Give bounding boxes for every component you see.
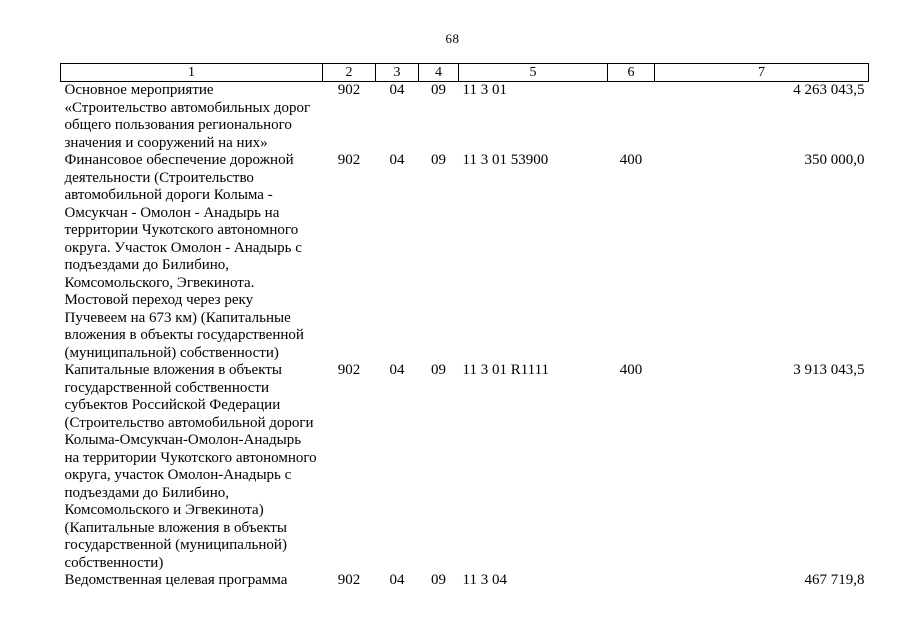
row-amount-cell: 467 719,8 xyxy=(804,572,865,588)
budget-table: 1 2 3 4 5 6 7 Основное мероприятие «Стро… xyxy=(60,63,869,590)
row-expense-type-cell: 400 xyxy=(619,362,643,378)
row-target-article-cell: 11 3 04 xyxy=(462,572,507,588)
header-cell-7: 7 xyxy=(654,63,869,82)
header-cell-3: 3 xyxy=(375,63,419,82)
table-header-row: 1 2 3 4 5 6 7 xyxy=(60,63,869,82)
row-amount-cell: 3 913 043,5 xyxy=(793,362,865,378)
row-expense-type-cell: 400 xyxy=(619,152,643,168)
row-section-cell: 04 xyxy=(389,572,405,588)
row-expense-type-cell xyxy=(608,82,655,153)
table-row: Финансовое обеспечение дорожной деятельн… xyxy=(61,152,869,362)
row-grbs-cell: 902 xyxy=(337,82,361,98)
row-subsection-cell: 09 xyxy=(431,572,446,588)
header-cell-5: 5 xyxy=(458,63,608,82)
row-name-cell: Ведомственная целевая программа xyxy=(64,572,288,588)
row-name-cell: Основное мероприятие «Строительство авто… xyxy=(64,82,311,151)
row-section-cell: 04 xyxy=(389,362,405,378)
row-amount-cell: 350 000,0 xyxy=(804,152,865,168)
row-grbs-cell: 902 xyxy=(337,572,361,588)
row-section-cell: 04 xyxy=(389,82,405,98)
row-grbs-cell: 902 xyxy=(337,362,361,378)
row-target-article-cell: 11 3 01 xyxy=(462,82,507,98)
row-amount-cell: 4 263 043,5 xyxy=(793,82,865,98)
table-row: Основное мероприятие «Строительство авто… xyxy=(61,82,869,153)
page-number: 68 xyxy=(445,31,460,46)
row-grbs-cell: 902 xyxy=(337,152,361,168)
row-subsection-cell: 09 xyxy=(431,362,446,378)
row-target-article-cell: 11 3 01 R1111 xyxy=(462,362,550,378)
table-row: Ведомственная целевая программа 902 04 0… xyxy=(61,572,869,590)
row-name-cell: Капитальные вложения в объекты государст… xyxy=(64,362,317,571)
row-subsection-cell: 09 xyxy=(431,152,446,168)
row-section-cell: 04 xyxy=(389,152,405,168)
row-target-article-cell: 11 3 01 53900 xyxy=(462,152,549,168)
header-cell-6: 6 xyxy=(607,63,655,82)
row-subsection-cell: 09 xyxy=(431,82,446,98)
row-name-cell: Финансовое обеспечение дорожной деятельн… xyxy=(64,152,304,361)
header-cell-2: 2 xyxy=(322,63,376,82)
row-expense-type-cell xyxy=(608,572,655,590)
table-row: Капитальные вложения в объекты государст… xyxy=(61,362,869,572)
header-cell-4: 4 xyxy=(418,63,459,82)
header-cell-1: 1 xyxy=(60,63,323,82)
